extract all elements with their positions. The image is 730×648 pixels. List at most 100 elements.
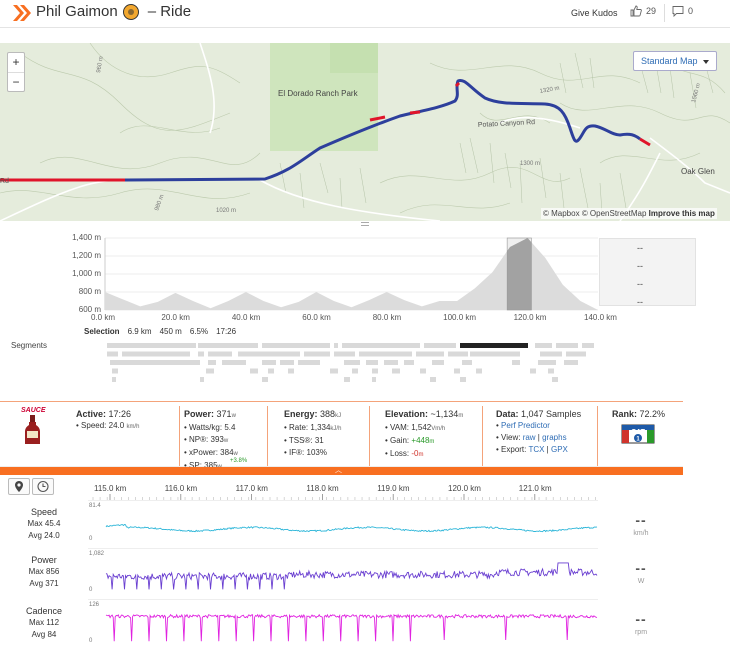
segment-bar[interactable] [454, 368, 460, 374]
segment-bar[interactable] [344, 360, 360, 365]
segment-bar[interactable] [420, 368, 426, 374]
segment-bar[interactable] [366, 360, 378, 365]
segment-bar[interactable] [262, 343, 330, 348]
mapbox-link[interactable]: © Mapbox [543, 209, 580, 218]
segment-bar[interactable] [222, 360, 246, 365]
analysis-toggle-bar[interactable]: ︿ [0, 467, 683, 475]
segment-bar[interactable] [359, 351, 412, 357]
segment-bar[interactable] [512, 360, 520, 365]
gpx-link[interactable]: GPX [550, 445, 568, 454]
perf-predictor-link[interactable]: Perf Predictor [501, 421, 550, 430]
segment-bar[interactable] [372, 377, 376, 382]
stat-elevation: Elevation: ~1,134m VAM: 1,542Vm/h Gain: … [385, 408, 463, 461]
segment-bar[interactable] [470, 351, 520, 357]
segment-bar[interactable] [107, 351, 118, 357]
segment-bar[interactable] [262, 360, 276, 365]
segment-bar[interactable] [538, 360, 556, 365]
segment-bar[interactable] [548, 368, 554, 374]
segment-bar[interactable] [564, 360, 578, 365]
segment-bar[interactable] [112, 377, 116, 382]
segment-bar[interactable] [372, 368, 378, 374]
kudos-counter[interactable]: 29 [630, 5, 656, 17]
segment-bar[interactable] [280, 360, 294, 365]
segment-bar[interactable] [552, 377, 558, 382]
segment-bar[interactable] [416, 351, 444, 357]
map-pin-toggle[interactable] [8, 478, 30, 495]
segment-bar[interactable] [392, 368, 400, 374]
elevation-panel: 1,400 m 1,200 m 1,000 m 800 m 600 m 0.0 km 20… [0, 230, 730, 400]
athlete-name[interactable]: Phil Gaimon [36, 3, 118, 20]
osm-link[interactable]: © OpenStreetMap [581, 209, 647, 218]
segment-bar[interactable] [530, 368, 536, 374]
segment-bar[interactable] [122, 351, 190, 357]
graphs-link[interactable]: graphs [542, 433, 567, 442]
segment-bar[interactable] [582, 343, 594, 348]
readout-value: -- [635, 560, 647, 576]
segment-bar[interactable] [344, 377, 350, 382]
x-tick-label: 100.0 km [443, 313, 477, 322]
segment-bar[interactable] [110, 360, 200, 365]
segment-bar[interactable] [476, 368, 482, 374]
row-avg: Avg 84 [31, 630, 57, 639]
segment-bar[interactable] [430, 377, 436, 382]
improve-map-link[interactable]: Improve this map [648, 209, 715, 218]
row-label-cadence: Cadence Max 112 Avg 84 [0, 605, 88, 641]
segment-bar[interactable] [208, 360, 216, 365]
give-kudos-button[interactable]: Give Kudos [571, 8, 618, 18]
segment-bar[interactable] [460, 377, 466, 382]
selection-range[interactable] [506, 237, 532, 311]
segment-bar[interactable] [198, 343, 258, 348]
segment-bar[interactable] [200, 377, 204, 382]
segment-bar[interactable] [334, 351, 355, 357]
segment-bar[interactable] [304, 351, 330, 357]
chart-power[interactable] [88, 548, 598, 597]
map-resize-handle[interactable] [361, 222, 369, 226]
segment-bar[interactable] [384, 360, 398, 365]
segment-bar[interactable] [288, 368, 294, 374]
segment-bar[interactable] [448, 351, 468, 357]
series-line-cadence [105, 613, 598, 642]
chart-speed[interactable] [88, 500, 598, 546]
segment-bar[interactable] [432, 360, 444, 365]
km-tick-label: 118.0 km [306, 484, 339, 493]
segment-bar[interactable] [198, 351, 204, 357]
segment-bar[interactable] [540, 351, 562, 357]
divider [597, 406, 598, 466]
zoom-in-button[interactable]: + [12, 55, 20, 69]
map-style-select[interactable]: Standard Map [633, 51, 717, 71]
segment-bar[interactable] [250, 368, 258, 374]
elevation-profile-area[interactable] [105, 238, 598, 310]
segment-bar[interactable] [535, 343, 552, 348]
segments-track[interactable] [0, 341, 730, 391]
segment-bar[interactable] [334, 343, 338, 348]
elevation-chart[interactable] [0, 230, 730, 320]
tcx-link[interactable]: TCX [528, 445, 545, 454]
segment-bar[interactable] [342, 343, 420, 348]
segment-bar[interactable] [404, 360, 414, 365]
segment-bar[interactable] [238, 351, 300, 357]
selected-segment-bar[interactable] [460, 343, 528, 348]
segment-bar[interactable] [556, 343, 578, 348]
segment-bar[interactable] [208, 351, 232, 357]
segment-bar[interactable] [107, 343, 196, 348]
chart-cadence[interactable] [88, 599, 598, 648]
segment-bar[interactable] [206, 368, 214, 374]
segment-bar[interactable] [268, 368, 274, 374]
map-canvas[interactable]: Rd El Dorado Ranch Park Potato Canyon Rd… [0, 43, 730, 221]
segment-bar[interactable] [112, 368, 118, 374]
zoom-out-button[interactable]: − [8, 72, 24, 91]
time-toggle[interactable] [32, 478, 54, 495]
segment-bar[interactable] [566, 351, 586, 357]
km-tick-label: 117.0 km [235, 484, 268, 493]
segment-bar[interactable] [352, 368, 358, 374]
segment-bar[interactable] [298, 360, 320, 365]
if-label: IF®: [289, 448, 305, 457]
raw-link[interactable]: raw [522, 433, 536, 442]
segment-bar[interactable] [424, 343, 456, 348]
segment-bar[interactable] [262, 377, 268, 382]
segment-bar[interactable] [330, 368, 338, 374]
segment-bar[interactable] [462, 360, 472, 365]
route-map[interactable]: Rd El Dorado Ranch Park Potato Canyon Rd… [0, 43, 730, 221]
comments-counter[interactable]: 0 [672, 5, 693, 17]
selection-profile [507, 238, 532, 310]
